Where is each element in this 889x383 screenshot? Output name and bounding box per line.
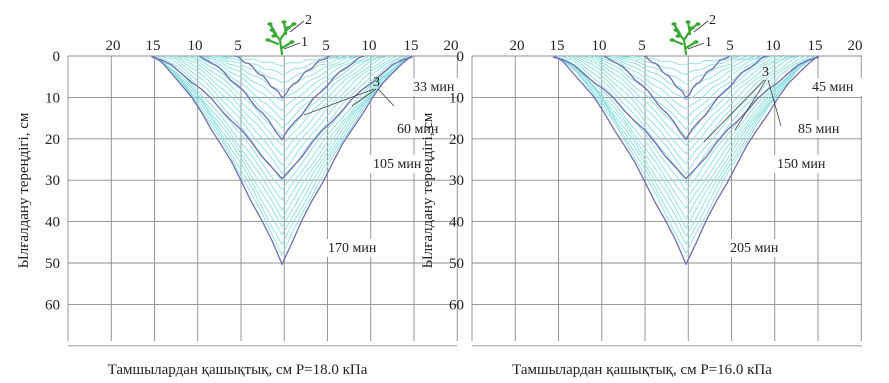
top-tick-label: 5 (322, 38, 330, 54)
plant-label-2: 2 (305, 13, 312, 28)
plant-icon (669, 20, 701, 56)
depth-tick-label: 20 (45, 132, 60, 148)
plant-icon (265, 20, 297, 56)
top-tick-label: 15 (550, 38, 565, 54)
depth-tick-label: 50 (45, 256, 60, 272)
top-tick-label: 10 (592, 38, 607, 54)
depth-tick-label: 60 (45, 297, 60, 313)
depth-tick-label: 0 (457, 49, 465, 65)
top-tick-label: 5 (726, 38, 734, 54)
x-axis-caption: Тамшылардан қашықтық, см Р=18.0 кПа (108, 362, 368, 378)
depth-tick-label: 50 (449, 256, 464, 272)
wetting-fronts (151, 56, 413, 266)
marker-3: 3 (703, 65, 782, 143)
top-tick-label: 20 (106, 38, 121, 54)
top-tick-label: 15 (146, 38, 161, 54)
wetting-front-line (198, 56, 366, 141)
depth-tick-label: 60 (449, 297, 464, 313)
wetting-front-line (233, 56, 331, 100)
plant-label-1: 1 (705, 35, 712, 50)
x-axis-caption: Тамшылардан қашықтық, см Р=16.0 кПа (512, 362, 772, 378)
wetting-front-line (151, 56, 413, 180)
grid (471, 55, 862, 347)
y-axis-title: Ылғалдану тереңдігі, см (16, 112, 32, 268)
top-tick-label: 5 (234, 38, 242, 54)
top-tick-label: 10 (362, 38, 377, 54)
depth-tick-label: 10 (45, 90, 60, 106)
marker-3: 3 (303, 75, 395, 116)
depth-tick-label: 10 (449, 90, 464, 106)
time-label: 45 мин (812, 80, 854, 95)
time-label: 33 мин (413, 80, 455, 95)
top-tick-label: 15 (808, 38, 823, 54)
top-tick-label: 20 (510, 38, 525, 54)
time-label: 105 мин (373, 157, 422, 172)
top-tick-label: 10 (188, 38, 203, 54)
plant-label-2: 2 (709, 13, 716, 28)
time-label: 150 мин (777, 157, 826, 172)
marker-label: 3 (762, 65, 769, 80)
top-tick-label: 15 (404, 38, 419, 54)
time-label: 170 мин (328, 241, 377, 256)
depth-tick-label: 30 (449, 173, 464, 189)
intermediate-isolines (151, 56, 413, 256)
plant-label-1: 1 (301, 35, 308, 50)
wetting-front-line (603, 56, 769, 141)
time-label: 85 мин (798, 122, 840, 137)
top-tick-label: 5 (638, 38, 646, 54)
depth-tick-label: 40 (45, 215, 60, 231)
y-axis-title: Ылғалдану тереңдігі, см (420, 112, 436, 268)
depth-tick-label: 20 (449, 132, 464, 148)
top-tick-label: 10 (766, 38, 781, 54)
top-tick-label: 20 (444, 38, 459, 54)
depth-tick-label: 0 (53, 49, 61, 65)
time-label: 60 мин (397, 122, 439, 137)
wetting-front-line (642, 56, 731, 100)
depth-tick-label: 30 (45, 173, 60, 189)
grid (67, 55, 458, 347)
wetting-front-line (552, 56, 820, 180)
depth-tick-label: 40 (449, 215, 464, 231)
wetting-front-line (151, 56, 413, 266)
marker-label: 3 (373, 75, 380, 90)
intermediate-isolines (555, 56, 817, 255)
top-tick-label: 20 (848, 38, 863, 54)
time-label: 205 мин (730, 241, 779, 256)
